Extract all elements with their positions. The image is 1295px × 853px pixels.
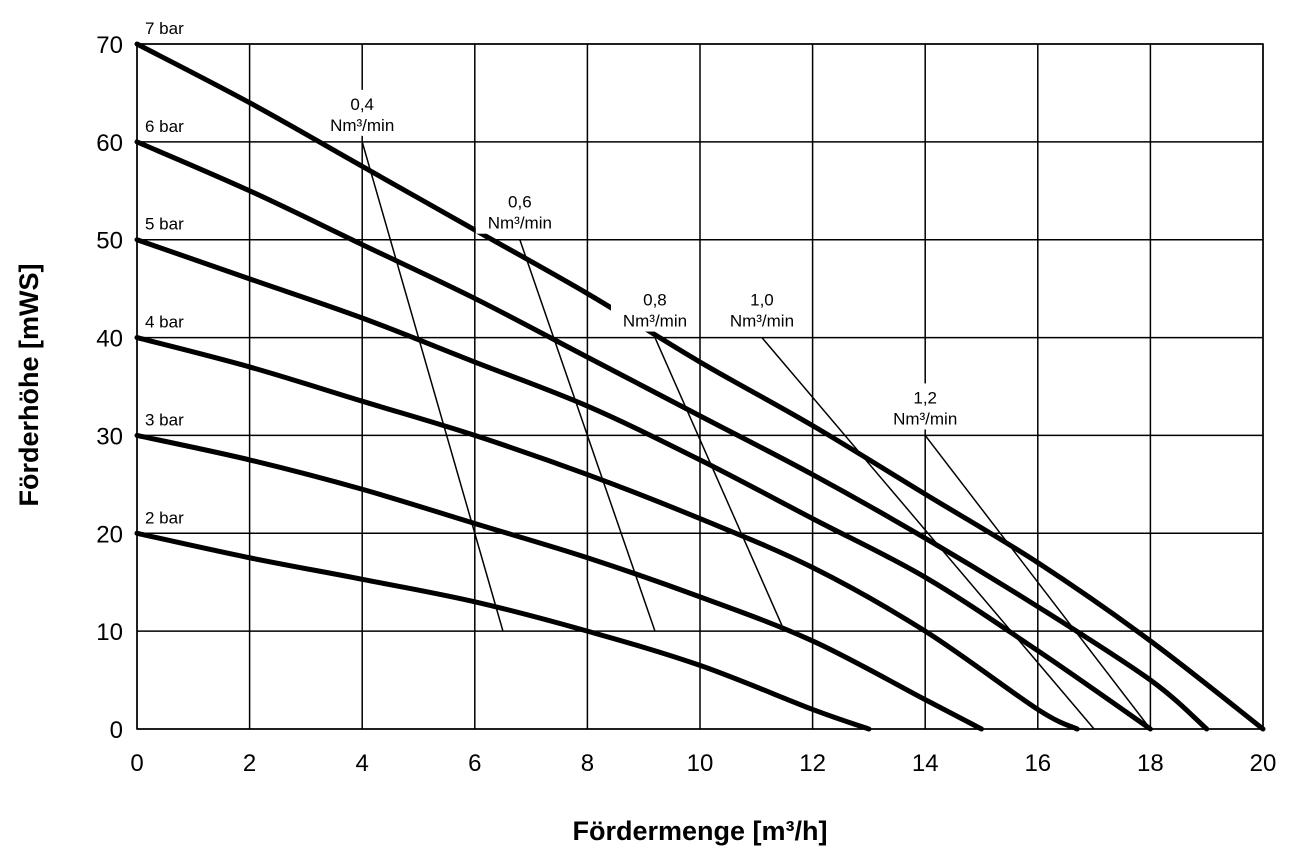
- air-consumption-value: 1,2: [913, 388, 937, 407]
- pressure-curve-label: 5 bar: [145, 215, 184, 234]
- pressure-curve-label: 3 bar: [145, 410, 184, 429]
- pressure-curve: [134, 237, 1153, 732]
- air-consumption-line: [761, 337, 1095, 730]
- pressure-curve-label: 6 bar: [145, 117, 184, 136]
- x-tick-label: 6: [468, 750, 481, 777]
- plot-frame: [136, 43, 1264, 730]
- air-consumption-line: [924, 434, 1151, 730]
- pressure-curve: [134, 335, 1080, 732]
- pressure-curve: [134, 530, 872, 732]
- y-tick-label: 60: [96, 130, 123, 157]
- x-tick-label: 4: [356, 750, 369, 777]
- y-tick-label: 20: [96, 521, 123, 548]
- air-consumption-line: [361, 141, 504, 632]
- air-consumption-unit: Nm³/min: [330, 116, 394, 135]
- air-consumption-label-bg: [717, 285, 806, 332]
- x-tick-label: 14: [912, 750, 939, 777]
- air-consumption-unit: Nm³/min: [623, 312, 687, 331]
- air-consumption-label-bg: [318, 89, 407, 136]
- y-tick-labels: 0 10 20 30 40 50 60 70: [96, 32, 123, 744]
- pressure-curve: [134, 41, 1266, 732]
- x-tick-labels: 0 2 4 6 8 10 12 14 16 18 20: [130, 750, 1276, 777]
- pressure-curve: [134, 139, 1210, 732]
- x-tick-label: 20: [1250, 750, 1277, 777]
- y-tick-label: 0: [110, 717, 123, 744]
- x-tick-label: 2: [243, 750, 256, 777]
- air-consumption-line: [654, 337, 786, 632]
- air-consumption-value: 0,4: [350, 95, 374, 114]
- air-consumption-unit: Nm³/min: [488, 214, 552, 233]
- y-tick-label: 10: [96, 619, 123, 646]
- air-consumption-value: 1,0: [750, 291, 774, 310]
- air-consumption-lines: [361, 141, 1151, 730]
- air-consumption-unit: Nm³/min: [730, 312, 794, 331]
- pressure-curve-label: 7 bar: [145, 19, 184, 38]
- pressure-curve-label: 4 bar: [145, 313, 184, 332]
- pressure-curve: [134, 432, 984, 732]
- x-tick-label: 10: [687, 750, 714, 777]
- x-tick-label: 8: [581, 750, 594, 777]
- x-tick-label: 16: [1024, 750, 1051, 777]
- y-tick-label: 50: [96, 228, 123, 255]
- air-consumption-label-bg: [475, 187, 564, 234]
- y-axis-title: Förderhöhe [mWS]: [14, 264, 44, 507]
- x-axis-title: Fördermenge [m³/h]: [572, 816, 827, 846]
- air-consumption-value: 0,6: [508, 193, 532, 212]
- y-tick-label: 40: [96, 326, 123, 353]
- y-tick-label: 70: [96, 32, 123, 59]
- curve-labels: 7 bar 6 bar 5 bar 4 bar 3 bar 2 bar 0,4 Nm³/min…: [145, 19, 970, 527]
- air-consumption-value: 0,8: [643, 291, 667, 310]
- y-tick-label: 30: [96, 423, 123, 450]
- air-consumption-unit: Nm³/min: [893, 409, 957, 428]
- x-tick-label: 0: [130, 750, 143, 777]
- x-tick-label: 12: [799, 750, 826, 777]
- air-consumption-label-bg: [610, 285, 699, 332]
- pressure-curve-label: 2 bar: [145, 508, 184, 527]
- x-tick-label: 18: [1137, 750, 1164, 777]
- air-consumption-line: [519, 239, 656, 632]
- air-consumption-label-bg: [881, 383, 970, 430]
- pressure-curves: [134, 41, 1266, 732]
